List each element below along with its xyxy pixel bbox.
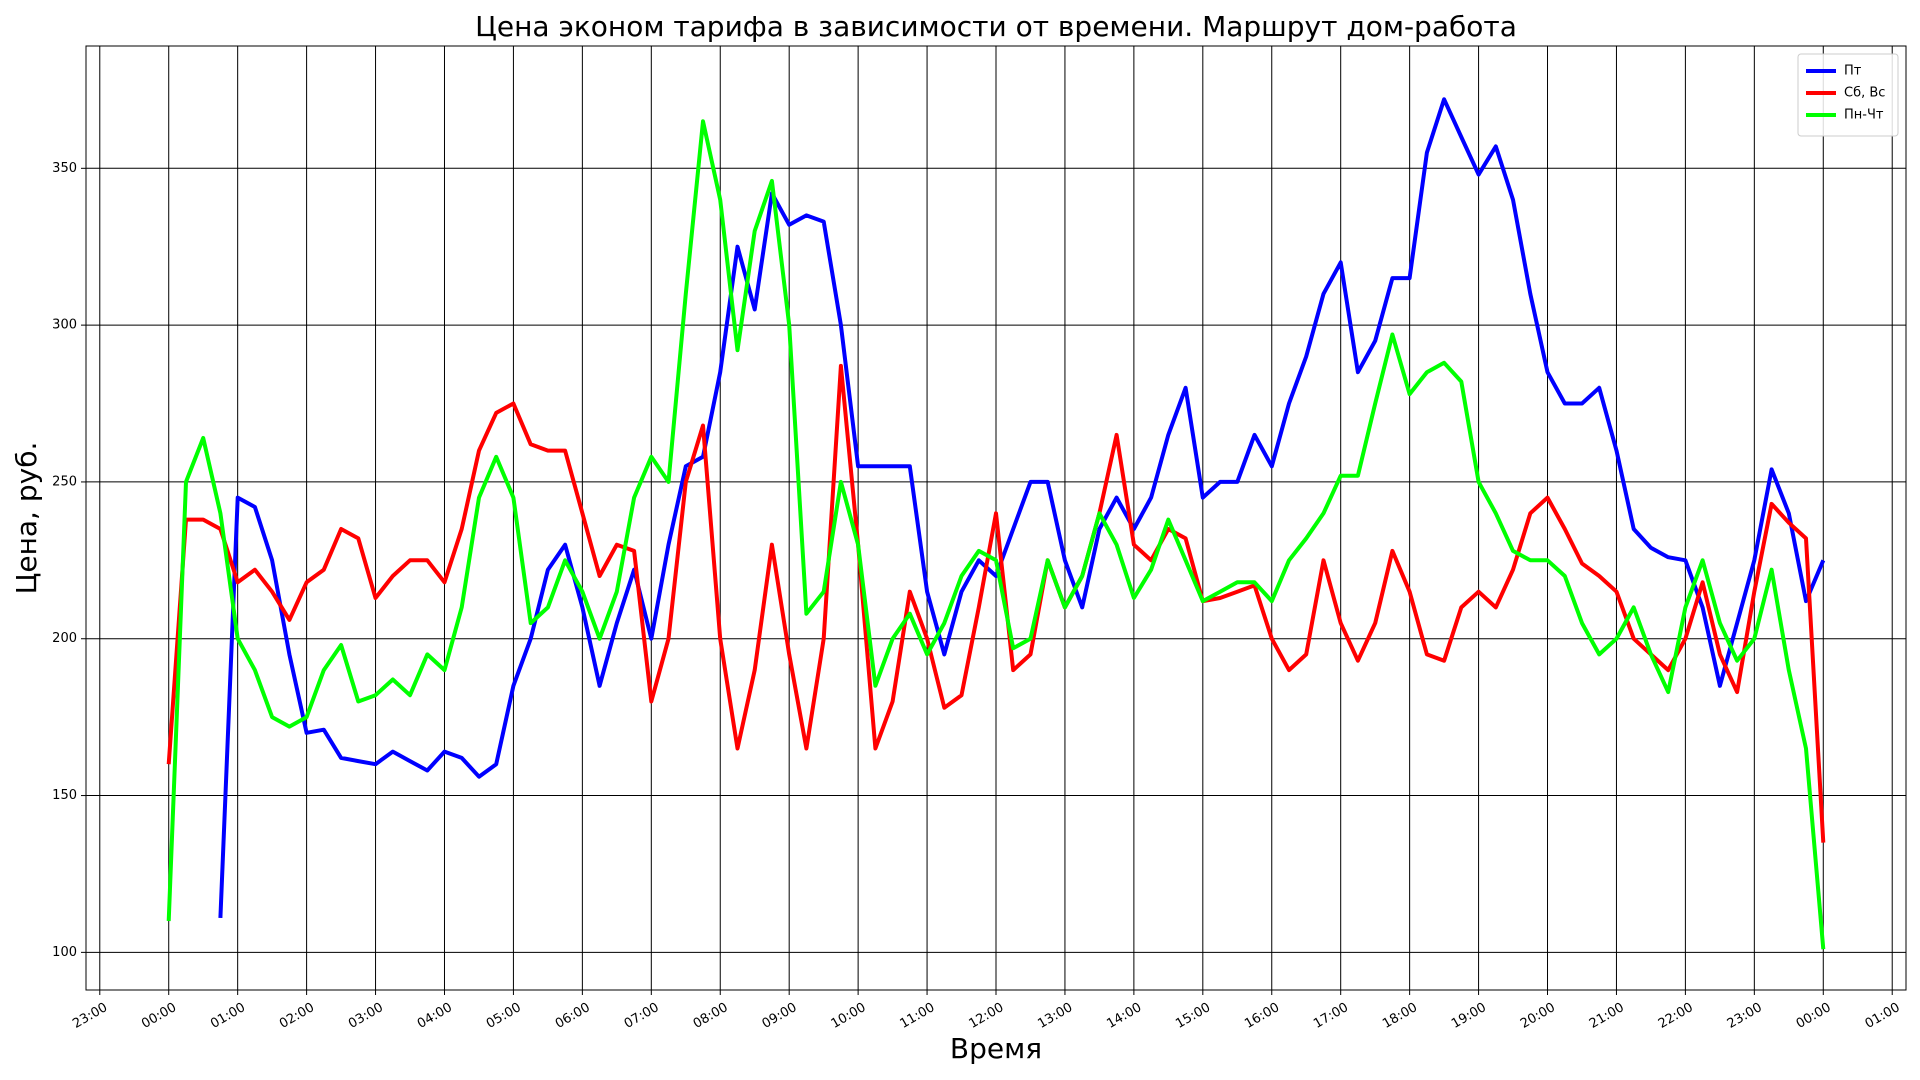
x-tick-label: 17:00 <box>1311 1000 1351 1032</box>
x-tick-label: 00:00 <box>139 1000 179 1032</box>
x-tick-label: 19:00 <box>1449 1000 1489 1032</box>
y-tick-label: 350 <box>52 161 77 176</box>
y-tick-label: 150 <box>52 788 77 803</box>
legend: Пт Сб, Вс Пн-Чт <box>1797 53 1899 137</box>
series-line <box>166 119 1826 950</box>
x-tick-label: 22:00 <box>1656 1000 1696 1032</box>
x-tick-label: 18:00 <box>1380 1000 1420 1032</box>
x-tick-label: 01:00 <box>1863 1000 1903 1032</box>
axes-frame <box>85 45 1907 991</box>
x-tick-label: 15:00 <box>1173 1000 1213 1032</box>
series-line <box>166 363 1826 843</box>
grid: 100 150 200 250 300 350 23:00 00:00 01:00 02:00 03… <box>52 46 1906 1032</box>
x-tick-label: 02:00 <box>277 1000 317 1032</box>
x-tick-label: 03:00 <box>346 1000 386 1032</box>
x-tick-label: 14:00 <box>1104 1000 1144 1032</box>
x-tick-label: 20:00 <box>1518 1000 1558 1032</box>
x-tick-label: 23:00 <box>1725 1000 1765 1032</box>
legend-label: Пн-Чт <box>1844 108 1884 123</box>
y-tick-label: 300 <box>52 318 77 333</box>
x-tick-label: 12:00 <box>966 1000 1006 1032</box>
plot-area <box>166 97 1826 950</box>
series-line <box>218 97 1826 918</box>
x-tick-label: 09:00 <box>760 1000 800 1032</box>
x-tick-label: 04:00 <box>415 1000 455 1032</box>
x-tick-label: 08:00 <box>691 1000 731 1032</box>
y-tick-label: 100 <box>52 945 77 960</box>
x-tick-label: 07:00 <box>622 1000 662 1032</box>
x-tick-label: 05:00 <box>484 1000 524 1032</box>
x-tick-label: 11:00 <box>898 1000 938 1032</box>
x-tick-label: 06:00 <box>553 1000 593 1032</box>
legend-label: Пт <box>1844 64 1862 79</box>
x-axis-label: Время <box>950 1032 1042 1065</box>
y-tick-label: 250 <box>52 474 77 489</box>
y-axis-label: Цена, руб. <box>10 442 43 595</box>
chart-title: Цена эконом тарифа в зависимости от врем… <box>475 10 1517 43</box>
x-tick-label: 23:00 <box>70 1000 110 1032</box>
x-tick-label: 13:00 <box>1035 1000 1075 1032</box>
x-tick-label: 01:00 <box>208 1000 248 1032</box>
x-tick-label: 21:00 <box>1587 1000 1627 1032</box>
x-tick-label: 00:00 <box>1794 1000 1834 1032</box>
legend-label: Сб, Вс <box>1844 86 1885 101</box>
x-tick-label: 16:00 <box>1242 1000 1282 1032</box>
x-tick-label: 10:00 <box>829 1000 869 1032</box>
y-tick-label: 200 <box>52 631 77 646</box>
